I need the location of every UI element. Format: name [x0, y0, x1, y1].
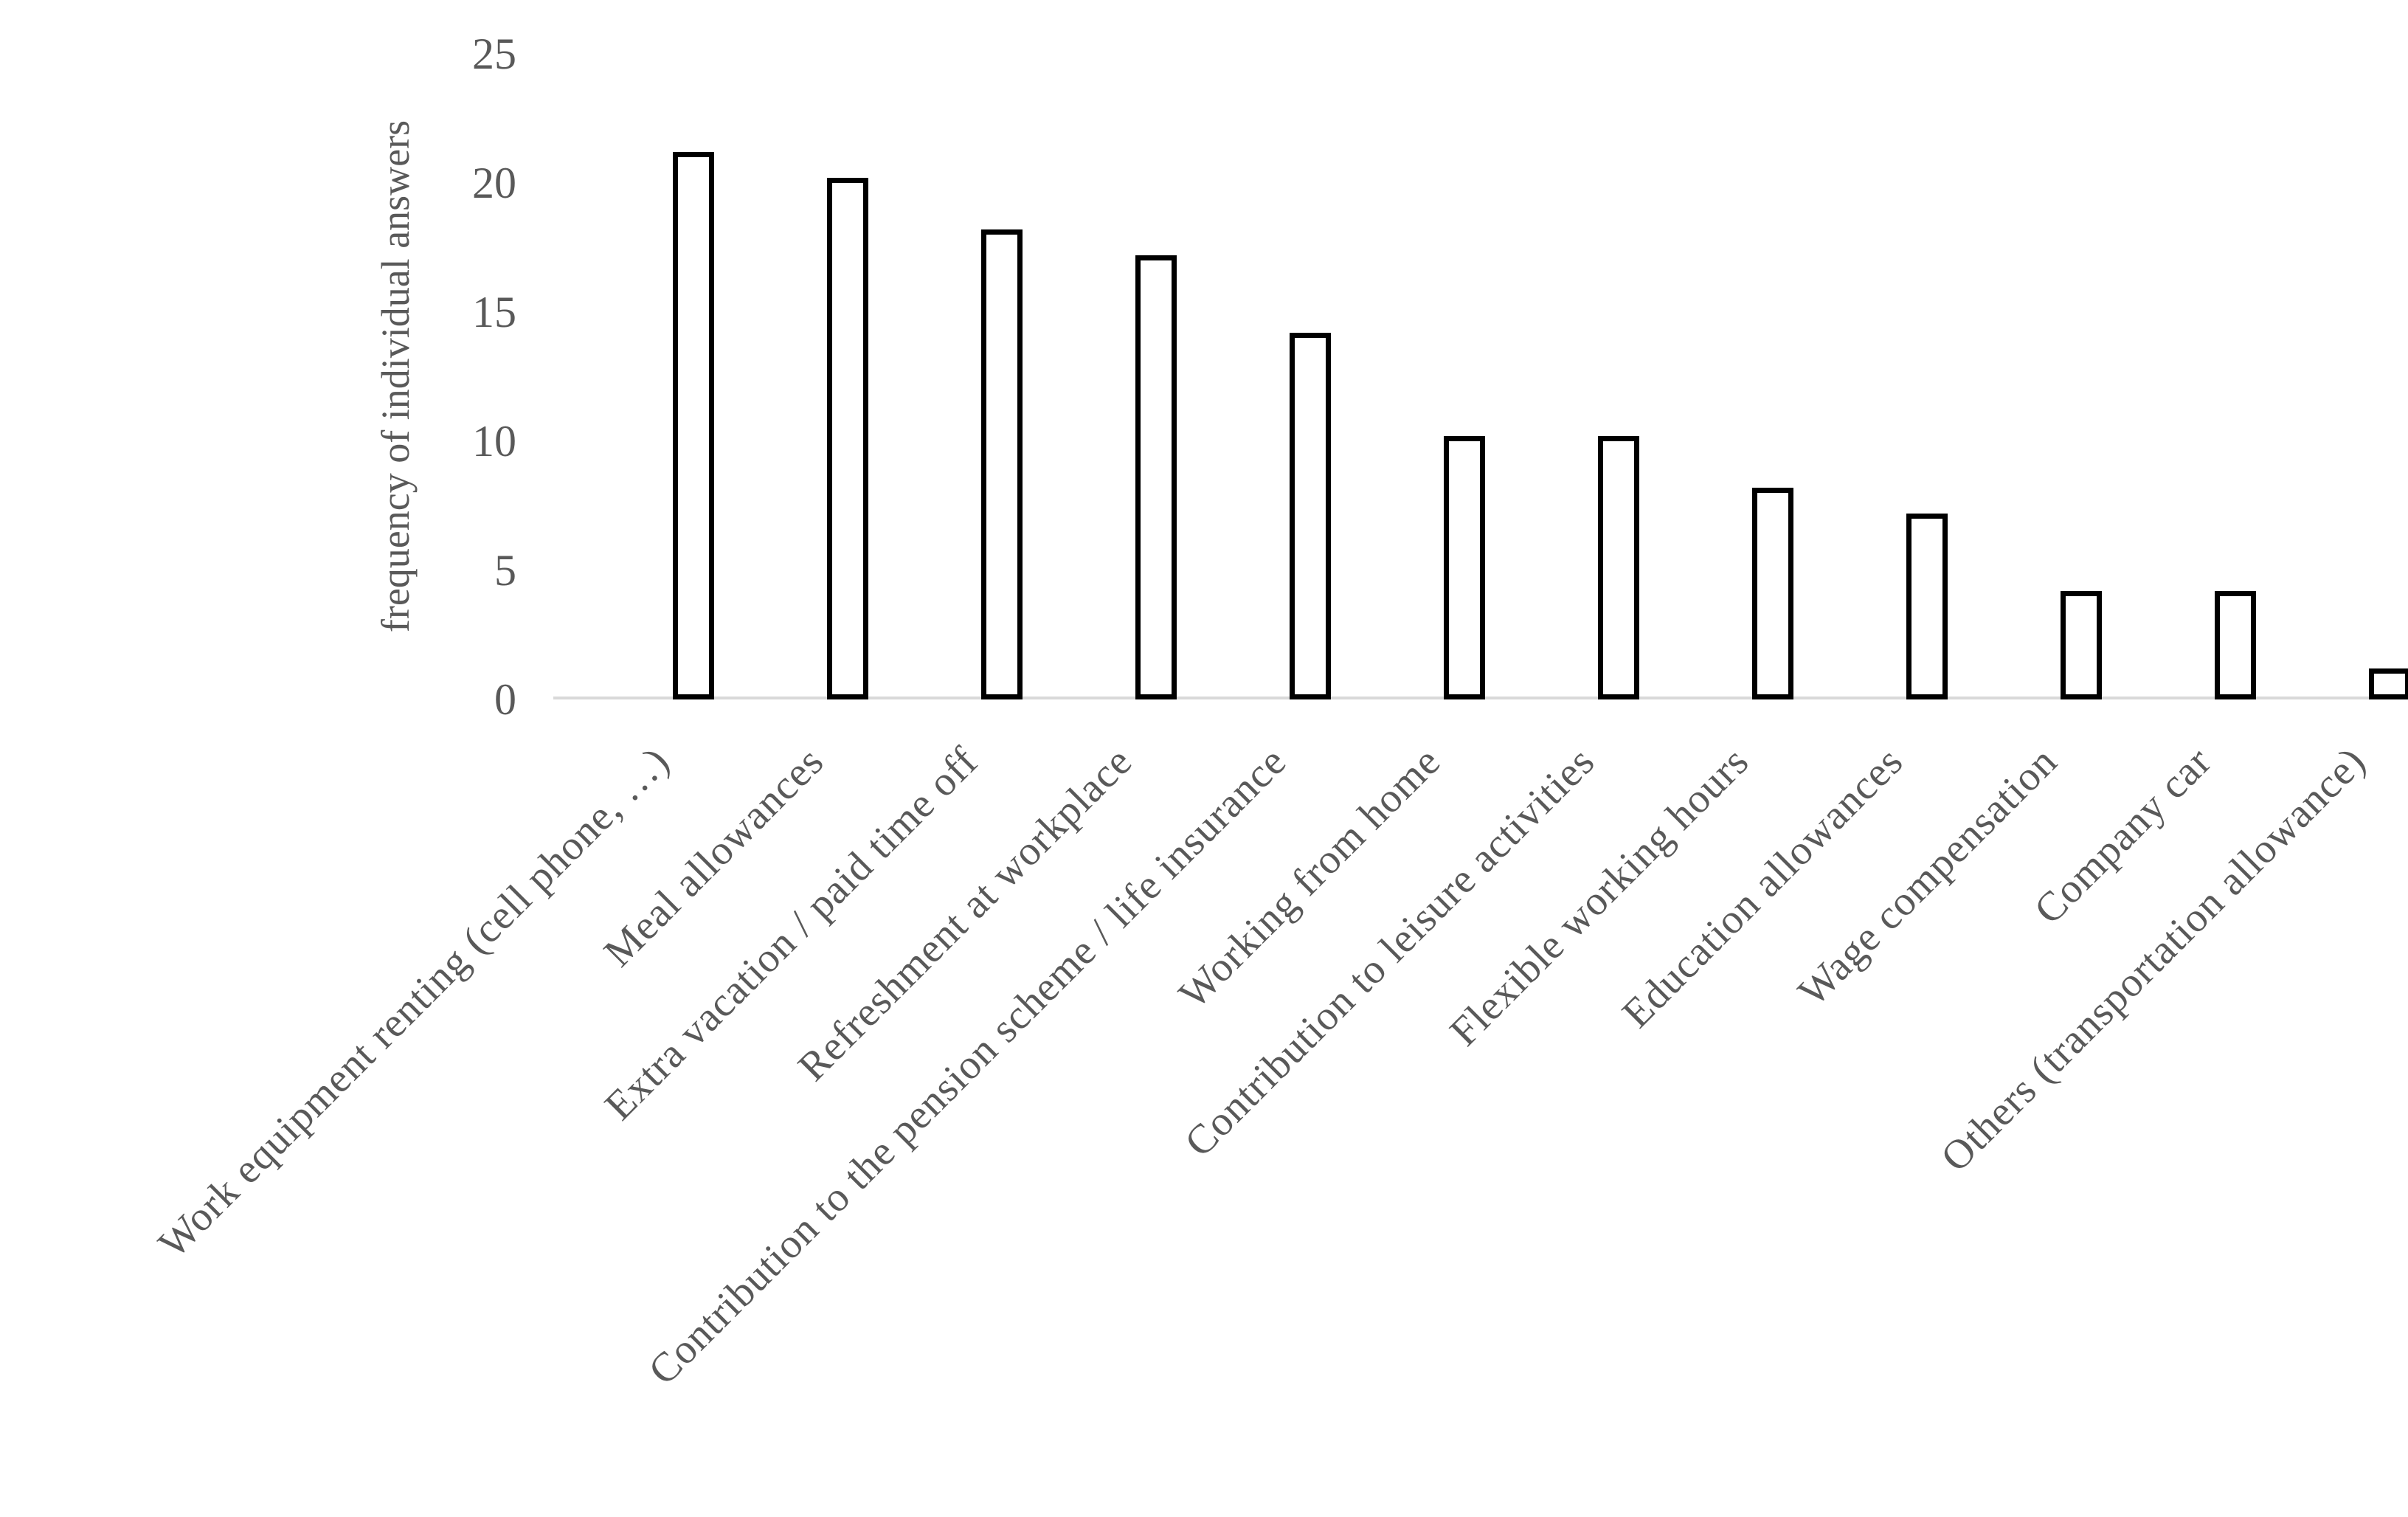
y-axis-tick: 0 [494, 675, 516, 724]
bar [1598, 436, 1639, 699]
y-axis-tick: 25 [472, 30, 516, 78]
x-axis-label: Meal allowances [595, 738, 833, 976]
bar [1906, 514, 1948, 699]
y-axis-tick: 5 [494, 546, 516, 595]
bar [827, 178, 868, 699]
bar [2061, 591, 2102, 699]
bar [981, 229, 1023, 699]
y-axis-tick: 10 [472, 417, 516, 466]
bar [673, 152, 714, 699]
bar [2215, 591, 2256, 699]
bar [1752, 488, 1793, 699]
bar [2369, 668, 2408, 699]
bar [1290, 333, 1331, 699]
y-axis-tick: 15 [472, 288, 516, 336]
bar [1444, 436, 1485, 699]
y-axis-tick: 20 [472, 159, 516, 207]
bar [1135, 255, 1177, 699]
